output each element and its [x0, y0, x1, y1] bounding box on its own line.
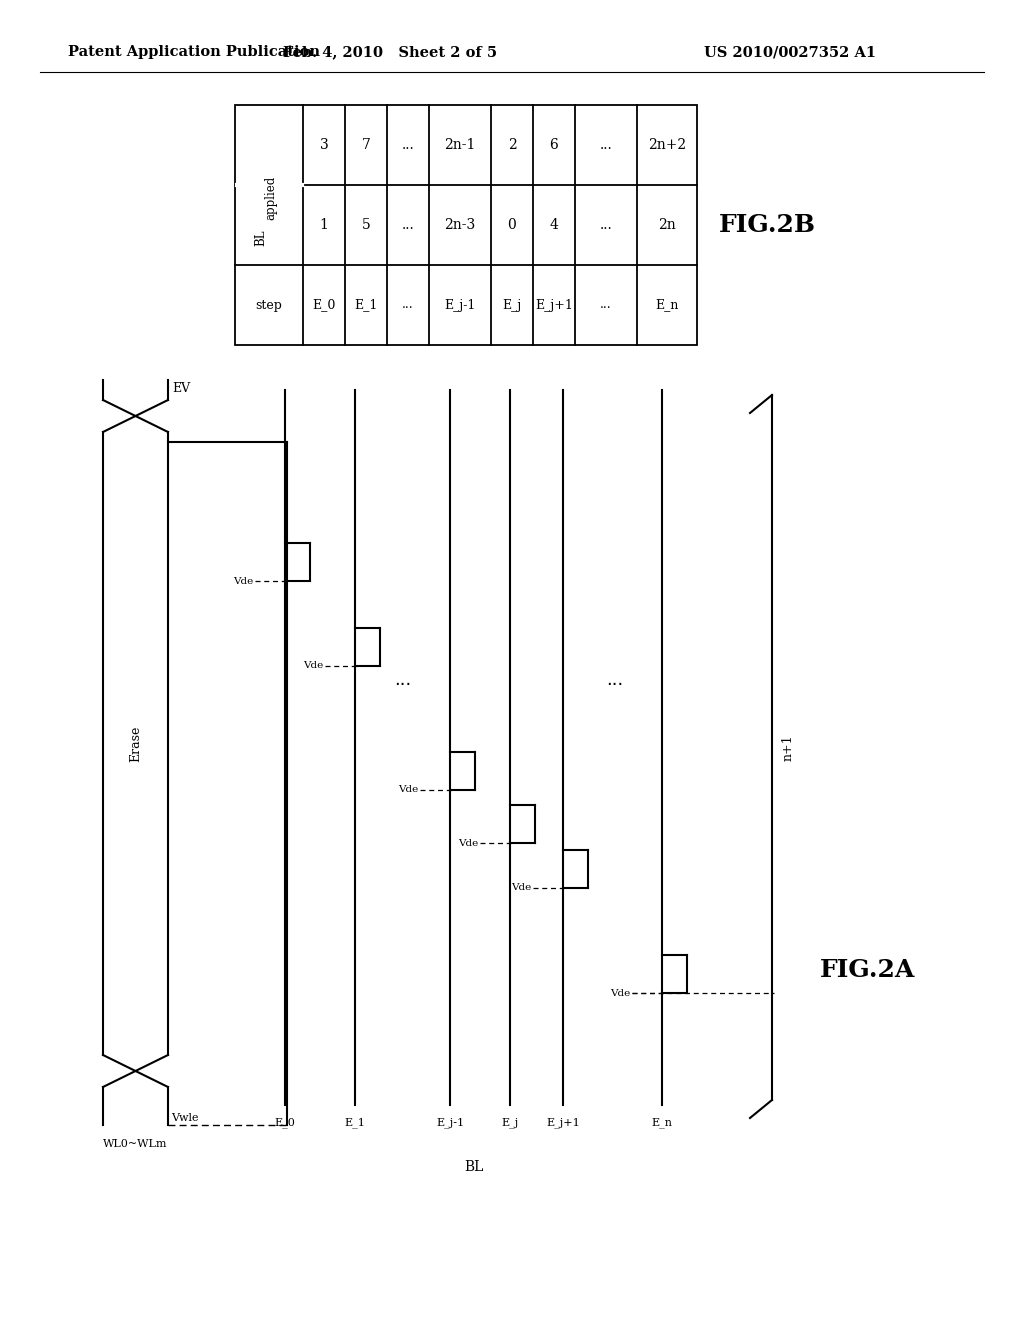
Text: 6: 6 — [550, 139, 558, 152]
Text: Vwle: Vwle — [171, 1113, 199, 1123]
Text: ...: ... — [600, 298, 611, 312]
Text: E_j+1: E_j+1 — [546, 1117, 580, 1127]
Text: 0: 0 — [508, 218, 516, 232]
Text: E_0: E_0 — [274, 1117, 296, 1127]
Text: FIG.2A: FIG.2A — [820, 958, 915, 982]
Text: ...: ... — [402, 298, 414, 312]
Text: Vde: Vde — [397, 785, 418, 795]
Text: 2n+2: 2n+2 — [648, 139, 686, 152]
Text: Vde: Vde — [458, 838, 478, 847]
Text: BL: BL — [255, 230, 267, 247]
Text: Vde: Vde — [303, 661, 323, 671]
Text: ...: ... — [600, 139, 612, 152]
Text: Vde: Vde — [609, 989, 630, 998]
Text: ...: ... — [600, 218, 612, 232]
Text: ...: ... — [401, 139, 415, 152]
Text: FIG.2B: FIG.2B — [719, 213, 816, 238]
Text: ...: ... — [401, 218, 415, 232]
Text: 2n-3: 2n-3 — [444, 218, 475, 232]
Text: 3: 3 — [319, 139, 329, 152]
Text: E_n: E_n — [655, 298, 679, 312]
Text: ...: ... — [394, 671, 412, 689]
Text: Feb. 4, 2010   Sheet 2 of 5: Feb. 4, 2010 Sheet 2 of 5 — [283, 45, 497, 59]
Text: Patent Application Publication: Patent Application Publication — [68, 45, 319, 59]
Text: ...: ... — [606, 671, 624, 689]
Text: 2: 2 — [508, 139, 516, 152]
Bar — [234, 106, 697, 345]
Text: EV: EV — [172, 381, 190, 395]
Text: Vde: Vde — [511, 883, 531, 892]
Text: 2n: 2n — [658, 218, 676, 232]
Text: 4: 4 — [550, 218, 558, 232]
Text: E_0: E_0 — [312, 298, 336, 312]
Text: Vde: Vde — [232, 577, 253, 586]
Text: BL: BL — [464, 1160, 483, 1173]
Text: 7: 7 — [361, 139, 371, 152]
Text: E_n: E_n — [651, 1117, 673, 1127]
Text: step: step — [256, 298, 283, 312]
Text: E_1: E_1 — [354, 298, 378, 312]
Text: n+1: n+1 — [782, 734, 795, 760]
Text: applied: applied — [264, 176, 278, 220]
Text: E_j-1: E_j-1 — [436, 1117, 464, 1127]
Text: 5: 5 — [361, 218, 371, 232]
Text: E_j: E_j — [503, 298, 521, 312]
Text: WL0~WLm: WL0~WLm — [103, 1139, 168, 1148]
Text: E_j+1: E_j+1 — [536, 298, 573, 312]
Text: E_j-1: E_j-1 — [444, 298, 476, 312]
Text: E_1: E_1 — [344, 1117, 366, 1127]
Text: 1: 1 — [319, 218, 329, 232]
Text: Erase: Erase — [129, 725, 142, 762]
Text: US 2010/0027352 A1: US 2010/0027352 A1 — [703, 45, 877, 59]
Text: 2n-1: 2n-1 — [444, 139, 476, 152]
Text: E_j: E_j — [502, 1117, 518, 1127]
